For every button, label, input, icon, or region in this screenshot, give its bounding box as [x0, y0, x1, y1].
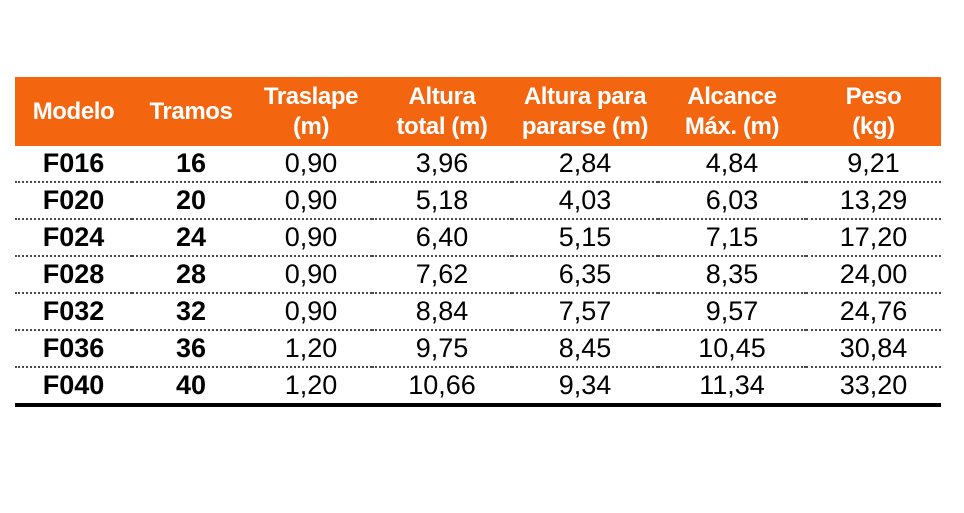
column-header-traslape_m: Traslape (m) — [250, 77, 372, 146]
cell-peso_kg: 33,20 — [839, 370, 908, 400]
cell-peso_kg: 13,29 — [839, 185, 908, 215]
cell-tramos: 40 — [175, 370, 207, 400]
cell-modelo: F028 — [42, 259, 105, 289]
cell-tramos: 24 — [175, 222, 207, 252]
cell-traslape_m: 1,20 — [284, 333, 338, 363]
cell-peso_kg: 17,20 — [839, 222, 908, 252]
cell-traslape_m: 0,90 — [284, 296, 338, 326]
cell-traslape_m: 0,90 — [284, 222, 338, 252]
cell-tramos: 36 — [175, 333, 207, 363]
ladder-spec-sheet: Modelo Tramos Traslape (m) Altura total (m) Al… — [15, 77, 941, 407]
cell-modelo: F040 — [42, 370, 105, 400]
cell-peso_kg: 24,00 — [839, 259, 908, 289]
cell-modelo: F024 — [42, 222, 105, 252]
cell-altura_total_m: 7,62 — [415, 259, 469, 289]
cell-alcance_max_m: 6,03 — [705, 185, 759, 215]
ladder-spec-table: Modelo Tramos Traslape (m) Altura total (m) Al… — [15, 77, 941, 407]
cell-alcance_max_m: 8,35 — [705, 259, 759, 289]
column-header-peso_kg: Peso (kg) — [806, 77, 941, 146]
cell-peso_kg: 9,21 — [847, 148, 900, 178]
column-header-altura_total_m: Altura total (m) — [372, 77, 512, 146]
cell-altura_para_pararse_m: 6,35 — [558, 259, 612, 289]
table-header-row: Modelo Tramos Traslape (m) Altura total (m) Al… — [15, 77, 941, 146]
table-row-f036: F036 36 1,20 9,75 8,45 10,45 30,84 — [15, 330, 941, 367]
cell-altura_para_pararse_m: 5,15 — [558, 222, 612, 252]
cell-altura_total_m: 3,96 — [415, 148, 469, 178]
table-row-f032: F032 32 0,90 8,84 7,57 9,57 24,76 — [15, 293, 941, 330]
cell-traslape_m: 1,20 — [284, 370, 338, 400]
cell-tramos: 28 — [175, 259, 207, 289]
cell-alcance_max_m: 7,15 — [705, 222, 759, 252]
column-header-alcance_max_m: Alcance Máx. (m) — [658, 77, 806, 146]
cell-altura_para_pararse_m: 8,45 — [558, 333, 612, 363]
table-row-f016: F016 16 0,90 3,96 2,84 4,84 9,21 — [15, 146, 941, 182]
column-header-modelo: Modelo — [15, 77, 132, 146]
cell-traslape_m: 0,90 — [284, 259, 338, 289]
table-row-f040: F040 40 1,20 10,66 9,34 11,34 33,20 — [15, 367, 941, 405]
cell-modelo: F032 — [42, 296, 105, 326]
cell-altura_total_m: 6,40 — [415, 222, 469, 252]
cell-traslape_m: 0,90 — [284, 185, 338, 215]
cell-altura_total_m: 5,18 — [415, 185, 469, 215]
cell-altura_total_m: 9,75 — [415, 333, 469, 363]
cell-modelo: F016 — [42, 148, 105, 178]
cell-peso_kg: 30,84 — [839, 333, 908, 363]
table-row-f028: F028 28 0,90 7,62 6,35 8,35 24,00 — [15, 256, 941, 293]
cell-peso_kg: 24,76 — [839, 296, 908, 326]
cell-tramos: 16 — [175, 148, 207, 178]
table-row-f024: F024 24 0,90 6,40 5,15 7,15 17,20 — [15, 219, 941, 256]
cell-alcance_max_m: 4,84 — [705, 148, 759, 178]
cell-altura_total_m: 10,66 — [408, 370, 476, 400]
cell-alcance_max_m: 11,34 — [699, 370, 765, 400]
cell-alcance_max_m: 9,57 — [705, 296, 759, 326]
cell-alcance_max_m: 10,45 — [698, 333, 766, 363]
cell-altura_para_pararse_m: 2,84 — [558, 148, 612, 178]
cell-tramos: 32 — [175, 296, 207, 326]
column-header-altura_para_pararse_m: Altura para pararse (m) — [512, 77, 658, 146]
cell-altura_para_pararse_m: 4,03 — [558, 185, 612, 215]
cell-altura_para_pararse_m: 7,57 — [558, 296, 612, 326]
cell-tramos: 20 — [175, 185, 207, 215]
column-header-tramos: Tramos — [132, 77, 250, 146]
cell-altura_total_m: 8,84 — [415, 296, 469, 326]
table-row-f020: F020 20 0,90 5,18 4,03 6,03 13,29 — [15, 182, 941, 219]
cell-modelo: F036 — [42, 333, 105, 363]
cell-altura_para_pararse_m: 9,34 — [558, 370, 612, 400]
cell-modelo: F020 — [42, 185, 105, 215]
table-body: F016 16 0,90 3,96 2,84 4,84 9,21 F020 20 0,90 5,18… — [15, 146, 941, 405]
cell-traslape_m: 0,90 — [284, 148, 338, 178]
